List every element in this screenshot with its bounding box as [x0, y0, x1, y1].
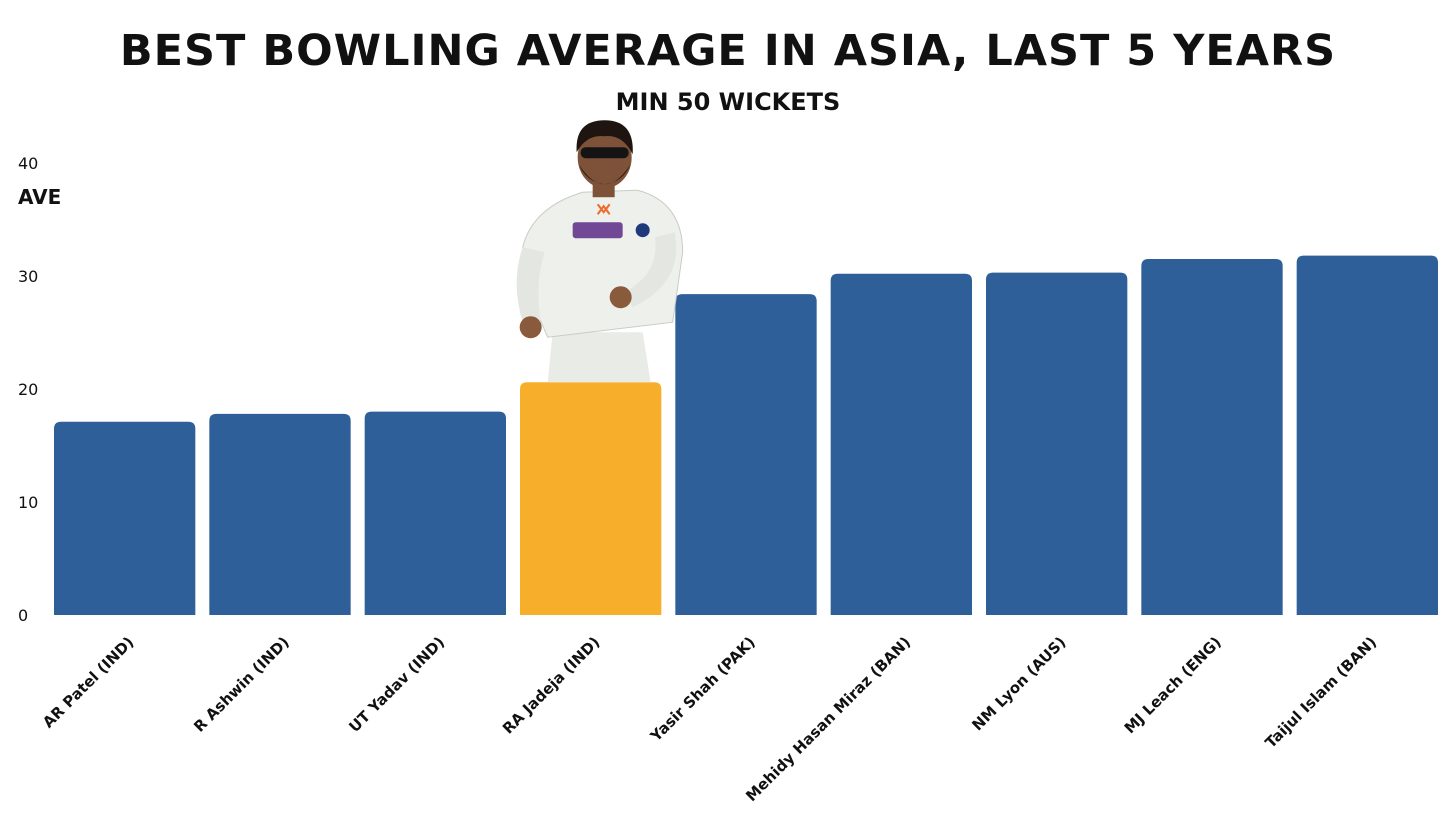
- x-tick-label: AR Patel (IND): [39, 633, 137, 731]
- bar: [986, 272, 1128, 615]
- player-photo: [516, 120, 684, 383]
- x-tick-label: Taijul Islam (BAN): [1262, 633, 1381, 752]
- x-tick-label: NM Lyon (AUS): [968, 633, 1069, 734]
- y-axis-title: AVE: [18, 185, 61, 209]
- x-tick-label: Yasir Shah (PAK): [646, 633, 759, 746]
- player-figure: [516, 120, 684, 383]
- x-tick-label: RA Jadeja (IND): [499, 633, 603, 737]
- bar: [675, 294, 817, 615]
- y-tick-label: 0: [18, 606, 28, 625]
- y-tick-label: 10: [18, 493, 38, 512]
- y-axis: 0 10 20 30 40 AVE: [18, 154, 61, 625]
- bar: [1296, 255, 1438, 615]
- chart-subtitle: Min 50 wickets: [615, 88, 841, 116]
- x-tick-label: UT Yadav (IND): [345, 633, 448, 736]
- y-tick-label: 30: [18, 267, 38, 286]
- x-tick-label: R Ashwin (IND): [190, 633, 293, 736]
- bar: [364, 411, 506, 615]
- x-axis: AR Patel (IND) R Ashwin (IND) UT Yadav (IN…: [39, 633, 1380, 805]
- bar: [209, 413, 351, 615]
- bar: [54, 421, 196, 615]
- bars-layer: [54, 255, 1438, 615]
- y-tick-label: 40: [18, 154, 38, 173]
- bar-highlight: [520, 382, 662, 615]
- bar: [1141, 259, 1283, 615]
- chart-title: Best bowling average in Asia, last 5 yea…: [119, 26, 1337, 76]
- x-tick-label: MJ Leach (ENG): [1121, 633, 1225, 737]
- bar: [830, 273, 972, 615]
- x-tick-label: Mehidy Hasan Miraz (BAN): [742, 633, 914, 805]
- y-tick-label: 20: [18, 380, 38, 399]
